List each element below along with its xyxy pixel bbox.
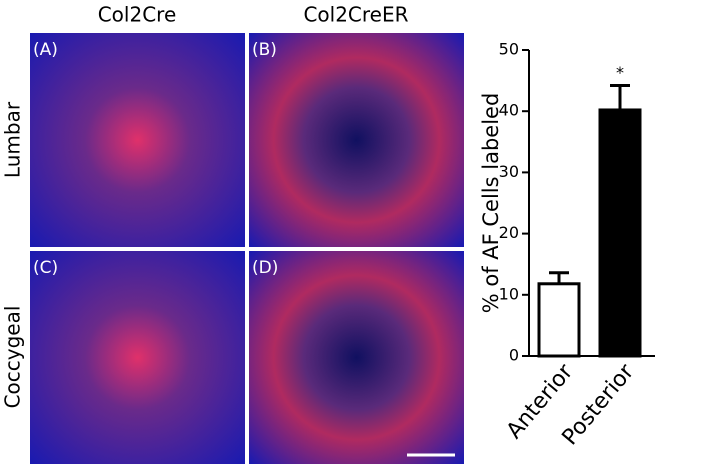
y-axis-label: % of AF Cells labeled xyxy=(479,93,503,314)
panel-label: (A) xyxy=(33,40,58,60)
image-b xyxy=(249,33,464,247)
annotation: * xyxy=(616,63,624,82)
column-title: Col2Cre xyxy=(98,3,177,27)
image-a xyxy=(30,33,245,247)
panel-label: (B) xyxy=(252,40,277,60)
panel-label: (D) xyxy=(252,258,278,278)
bar xyxy=(537,282,581,358)
row-title: Coccygeal xyxy=(1,306,25,409)
y-tick-label: 0 xyxy=(509,346,519,365)
y-tick-label: 30 xyxy=(499,162,519,181)
bar xyxy=(598,108,642,358)
panel-label: (C) xyxy=(33,258,58,278)
y-tick-label: 20 xyxy=(499,223,519,242)
column-title: Col2CreER xyxy=(303,3,408,27)
image-d xyxy=(249,251,464,464)
y-tick-label: 10 xyxy=(499,284,519,303)
image-c xyxy=(30,251,245,464)
y-tick-label: 50 xyxy=(499,40,519,59)
row-title: Lumbar xyxy=(1,101,25,178)
y-tick-label: 40 xyxy=(499,101,519,120)
